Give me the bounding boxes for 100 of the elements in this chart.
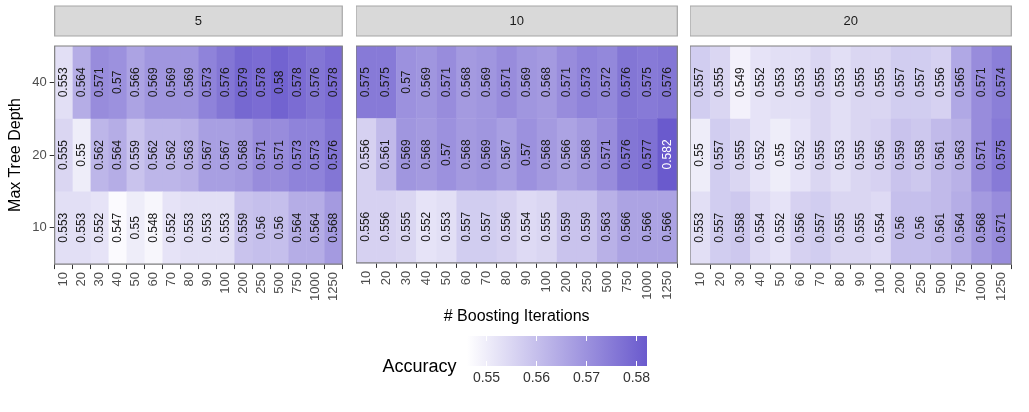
data-label: 0.579 bbox=[235, 67, 250, 98]
data-label: 0.55 bbox=[127, 215, 142, 240]
data-label: 0.563 bbox=[953, 139, 968, 171]
data-label: 0.558 bbox=[913, 139, 928, 171]
data-label: 0.571 bbox=[973, 67, 988, 98]
data-label: 0.569 bbox=[418, 66, 433, 98]
data-label: 0.568 bbox=[973, 212, 988, 243]
data-label: 0.562 bbox=[163, 139, 178, 171]
x-tick-label: 40 bbox=[417, 270, 433, 286]
x-tick-label: 90 bbox=[199, 272, 215, 287]
x-tick-label: 200 bbox=[234, 272, 250, 294]
data-label: 0.553 bbox=[692, 212, 707, 243]
data-label: 0.569 bbox=[478, 66, 493, 98]
data-label: 0.562 bbox=[91, 139, 106, 171]
data-label: 0.565 bbox=[953, 67, 968, 98]
x-tick-label: 750 bbox=[952, 272, 968, 294]
data-label: 0.568 bbox=[235, 139, 250, 171]
data-label: 0.55 bbox=[772, 143, 787, 167]
x-tick-label: 60 bbox=[792, 272, 808, 287]
data-label: 0.578 bbox=[325, 67, 340, 98]
data-label: 0.556 bbox=[378, 211, 393, 242]
data-label: 0.554 bbox=[519, 211, 534, 242]
data-label: 0.571 bbox=[559, 66, 574, 98]
data-label: 0.552 bbox=[772, 212, 787, 243]
data-label: 0.553 bbox=[217, 212, 232, 243]
data-label: 0.561 bbox=[933, 212, 948, 243]
data-label: 0.553 bbox=[199, 212, 214, 243]
data-label: 0.556 bbox=[873, 139, 888, 171]
data-label: 0.556 bbox=[498, 211, 513, 242]
x-tick-label: 80 bbox=[498, 270, 514, 286]
data-label: 0.559 bbox=[893, 139, 908, 171]
x-tick-label: 200 bbox=[892, 272, 908, 294]
x-tick-label: 250 bbox=[578, 270, 594, 293]
x-tick-label: 40 bbox=[109, 272, 125, 287]
x-tick-label: 70 bbox=[812, 272, 828, 287]
data-label: 0.571 bbox=[498, 66, 513, 98]
x-tick-label: 20 bbox=[73, 272, 89, 287]
data-label: 0.553 bbox=[438, 211, 453, 242]
data-label: 0.57 bbox=[438, 142, 453, 167]
y-tick-label: 40 bbox=[32, 73, 47, 89]
x-tick-label: 20 bbox=[711, 272, 727, 287]
data-label: 0.564 bbox=[307, 212, 322, 243]
data-label: 0.563 bbox=[599, 211, 614, 242]
x-tick-label: 50 bbox=[771, 272, 787, 287]
data-label: 0.555 bbox=[55, 139, 70, 171]
data-label: 0.557 bbox=[812, 212, 827, 243]
data-label: 0.567 bbox=[498, 139, 513, 170]
data-label: 0.575 bbox=[358, 66, 373, 98]
x-tick-label: 200 bbox=[558, 270, 574, 293]
data-label: 0.568 bbox=[539, 66, 554, 98]
color-bar-label: 0.57 bbox=[572, 369, 601, 385]
data-label: 0.555 bbox=[539, 211, 554, 242]
x-tick-label: 30 bbox=[397, 270, 413, 286]
data-label: 0.577 bbox=[639, 139, 654, 170]
data-label: 0.567 bbox=[199, 139, 214, 171]
data-label: 0.553 bbox=[792, 67, 807, 98]
data-label: 0.58 bbox=[271, 70, 286, 95]
data-label: 0.578 bbox=[253, 67, 268, 98]
x-tick-label: 60 bbox=[145, 272, 161, 287]
data-label: 0.557 bbox=[893, 67, 908, 98]
x-tick-label: 100 bbox=[217, 272, 232, 294]
color-bar-label: 0.56 bbox=[522, 369, 551, 385]
data-label: 0.568 bbox=[458, 66, 473, 98]
y-tick-label: 10 bbox=[32, 219, 47, 235]
data-label: 0.571 bbox=[253, 139, 268, 171]
data-label: 0.553 bbox=[832, 67, 847, 98]
x-tick-label: 90 bbox=[518, 270, 534, 286]
data-label: 0.57 bbox=[519, 142, 534, 167]
x-tick-label: 250 bbox=[252, 272, 268, 294]
data-label: 0.571 bbox=[599, 139, 614, 170]
data-label: 0.564 bbox=[289, 212, 304, 243]
data-label: 0.553 bbox=[181, 212, 196, 243]
x-tick-label: 750 bbox=[618, 270, 634, 293]
data-label: 0.568 bbox=[418, 139, 433, 170]
data-label: 0.553 bbox=[832, 139, 847, 171]
data-label: 0.548 bbox=[145, 212, 160, 243]
x-tick-label: 70 bbox=[163, 272, 179, 287]
data-label: 0.564 bbox=[73, 67, 88, 98]
data-label: 0.557 bbox=[478, 211, 493, 242]
data-label: 0.569 bbox=[163, 67, 178, 98]
data-label: 0.576 bbox=[619, 66, 634, 98]
data-label: 0.574 bbox=[993, 67, 1008, 98]
data-label: 0.569 bbox=[181, 67, 196, 98]
data-label: 0.569 bbox=[145, 67, 160, 98]
data-label: 0.568 bbox=[579, 139, 594, 170]
data-label: 0.553 bbox=[55, 212, 70, 243]
data-label: 0.547 bbox=[109, 212, 124, 243]
x-tick-label: 1000 bbox=[972, 272, 988, 301]
data-label: 0.561 bbox=[933, 139, 948, 171]
data-label: 0.568 bbox=[539, 139, 554, 170]
data-label: 0.552 bbox=[418, 211, 433, 242]
data-label: 0.566 bbox=[619, 211, 634, 242]
data-label: 0.556 bbox=[358, 211, 373, 242]
data-label: 0.575 bbox=[993, 139, 1008, 171]
x-tick-label: 500 bbox=[932, 272, 948, 294]
y-tick-label: 20 bbox=[32, 146, 47, 162]
data-label: 0.56 bbox=[271, 215, 286, 240]
x-tick-label: 50 bbox=[437, 270, 453, 286]
x-tick-label: 100 bbox=[872, 272, 888, 294]
data-label: 0.561 bbox=[378, 139, 393, 170]
